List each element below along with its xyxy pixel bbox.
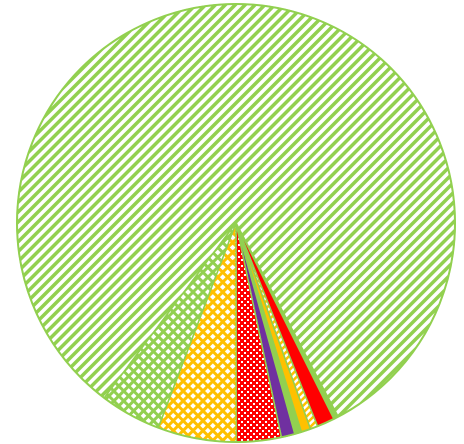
pie-outline — [16, 3, 456, 443]
pie-slices — [16, 3, 456, 443]
